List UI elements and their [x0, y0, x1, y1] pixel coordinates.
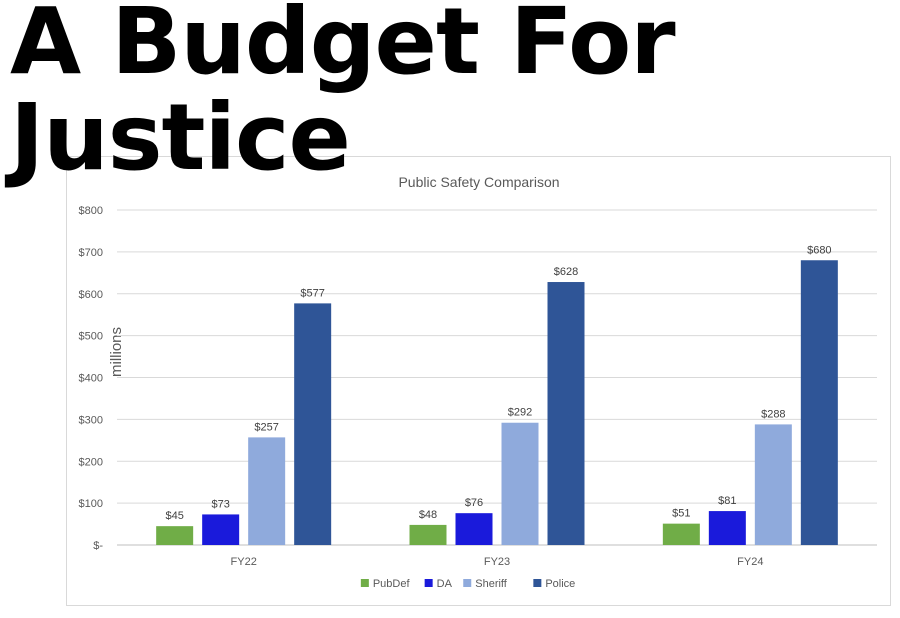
data-label: $292 [508, 407, 532, 419]
data-label: $577 [300, 287, 324, 299]
bar-sheriff-fy22 [248, 437, 286, 545]
headline-line-2: Justice [10, 84, 351, 191]
bar-police-fy24 [800, 260, 838, 545]
y-axis-ticks: $- $100 $200 $300 $400 $500 $600 $700 $800 [79, 205, 104, 552]
x-axis-ticks: FY22 FY23 FY24 [231, 556, 764, 568]
bar-pubdef-fy23 [409, 524, 447, 545]
y-tick-label: $300 [79, 414, 103, 426]
bar-sheriff-fy24 [754, 424, 792, 545]
y-tick-label: $700 [79, 247, 103, 259]
legend: PubDef DA Sheriff Police [360, 578, 575, 590]
legend-label-da: DA [437, 578, 453, 590]
legend-swatch-da [424, 579, 433, 587]
y-tick-label: $200 [79, 456, 103, 468]
chart: Public Safety Comparison millions $- $100… [79, 174, 877, 590]
y-tick-label: $100 [79, 498, 103, 510]
data-label: $628 [554, 266, 578, 278]
bar-sheriff-fy23 [501, 422, 539, 545]
headline-line-1: A Budget For [10, 0, 676, 95]
bar-pubdef-fy24 [662, 523, 700, 545]
legend-swatch-police [533, 579, 542, 587]
data-label: $257 [254, 421, 278, 433]
chart-frame: Public Safety Comparison millions $- $100… [66, 156, 891, 606]
data-label: $73 [211, 498, 229, 510]
x-tick-label: FY24 [737, 556, 763, 568]
data-label: $288 [761, 408, 785, 420]
y-tick-label: $400 [79, 373, 103, 385]
data-label: $45 [165, 510, 183, 522]
data-label: $76 [465, 497, 483, 509]
data-label: $51 [672, 508, 690, 520]
y-tick-label: $600 [79, 289, 103, 301]
data-label: $48 [419, 509, 437, 521]
y-tick-label: $- [93, 540, 103, 552]
y-axis-label: millions [108, 327, 125, 377]
y-tick-label: $500 [79, 331, 103, 343]
bars: $45 $73 $257 $577 $48 $76 $292 $628 $51 $81 $288 $6… [156, 244, 838, 545]
legend-swatch-sheriff [463, 579, 472, 587]
bar-pubdef-fy22 [156, 526, 194, 545]
x-tick-label: FY22 [231, 556, 257, 568]
legend-label-police: Police [545, 578, 575, 590]
legend-label-sheriff: Sheriff [475, 578, 508, 590]
data-label: $81 [718, 495, 736, 507]
bar-da-fy23 [455, 513, 493, 545]
bar-da-fy24 [708, 511, 746, 545]
y-tick-label: $800 [79, 205, 103, 217]
data-label: $680 [807, 244, 831, 256]
x-tick-label: FY23 [484, 556, 510, 568]
legend-swatch-pubdef [360, 579, 369, 587]
chart-title: Public Safety Comparison [398, 174, 559, 190]
legend-label-pubdef: PubDef [373, 578, 411, 590]
bar-police-fy23 [547, 282, 585, 545]
bar-da-fy22 [202, 514, 240, 545]
headline: A Budget For Justice [10, 0, 676, 191]
bar-police-fy22 [294, 303, 332, 545]
gridlines [117, 209, 877, 546]
